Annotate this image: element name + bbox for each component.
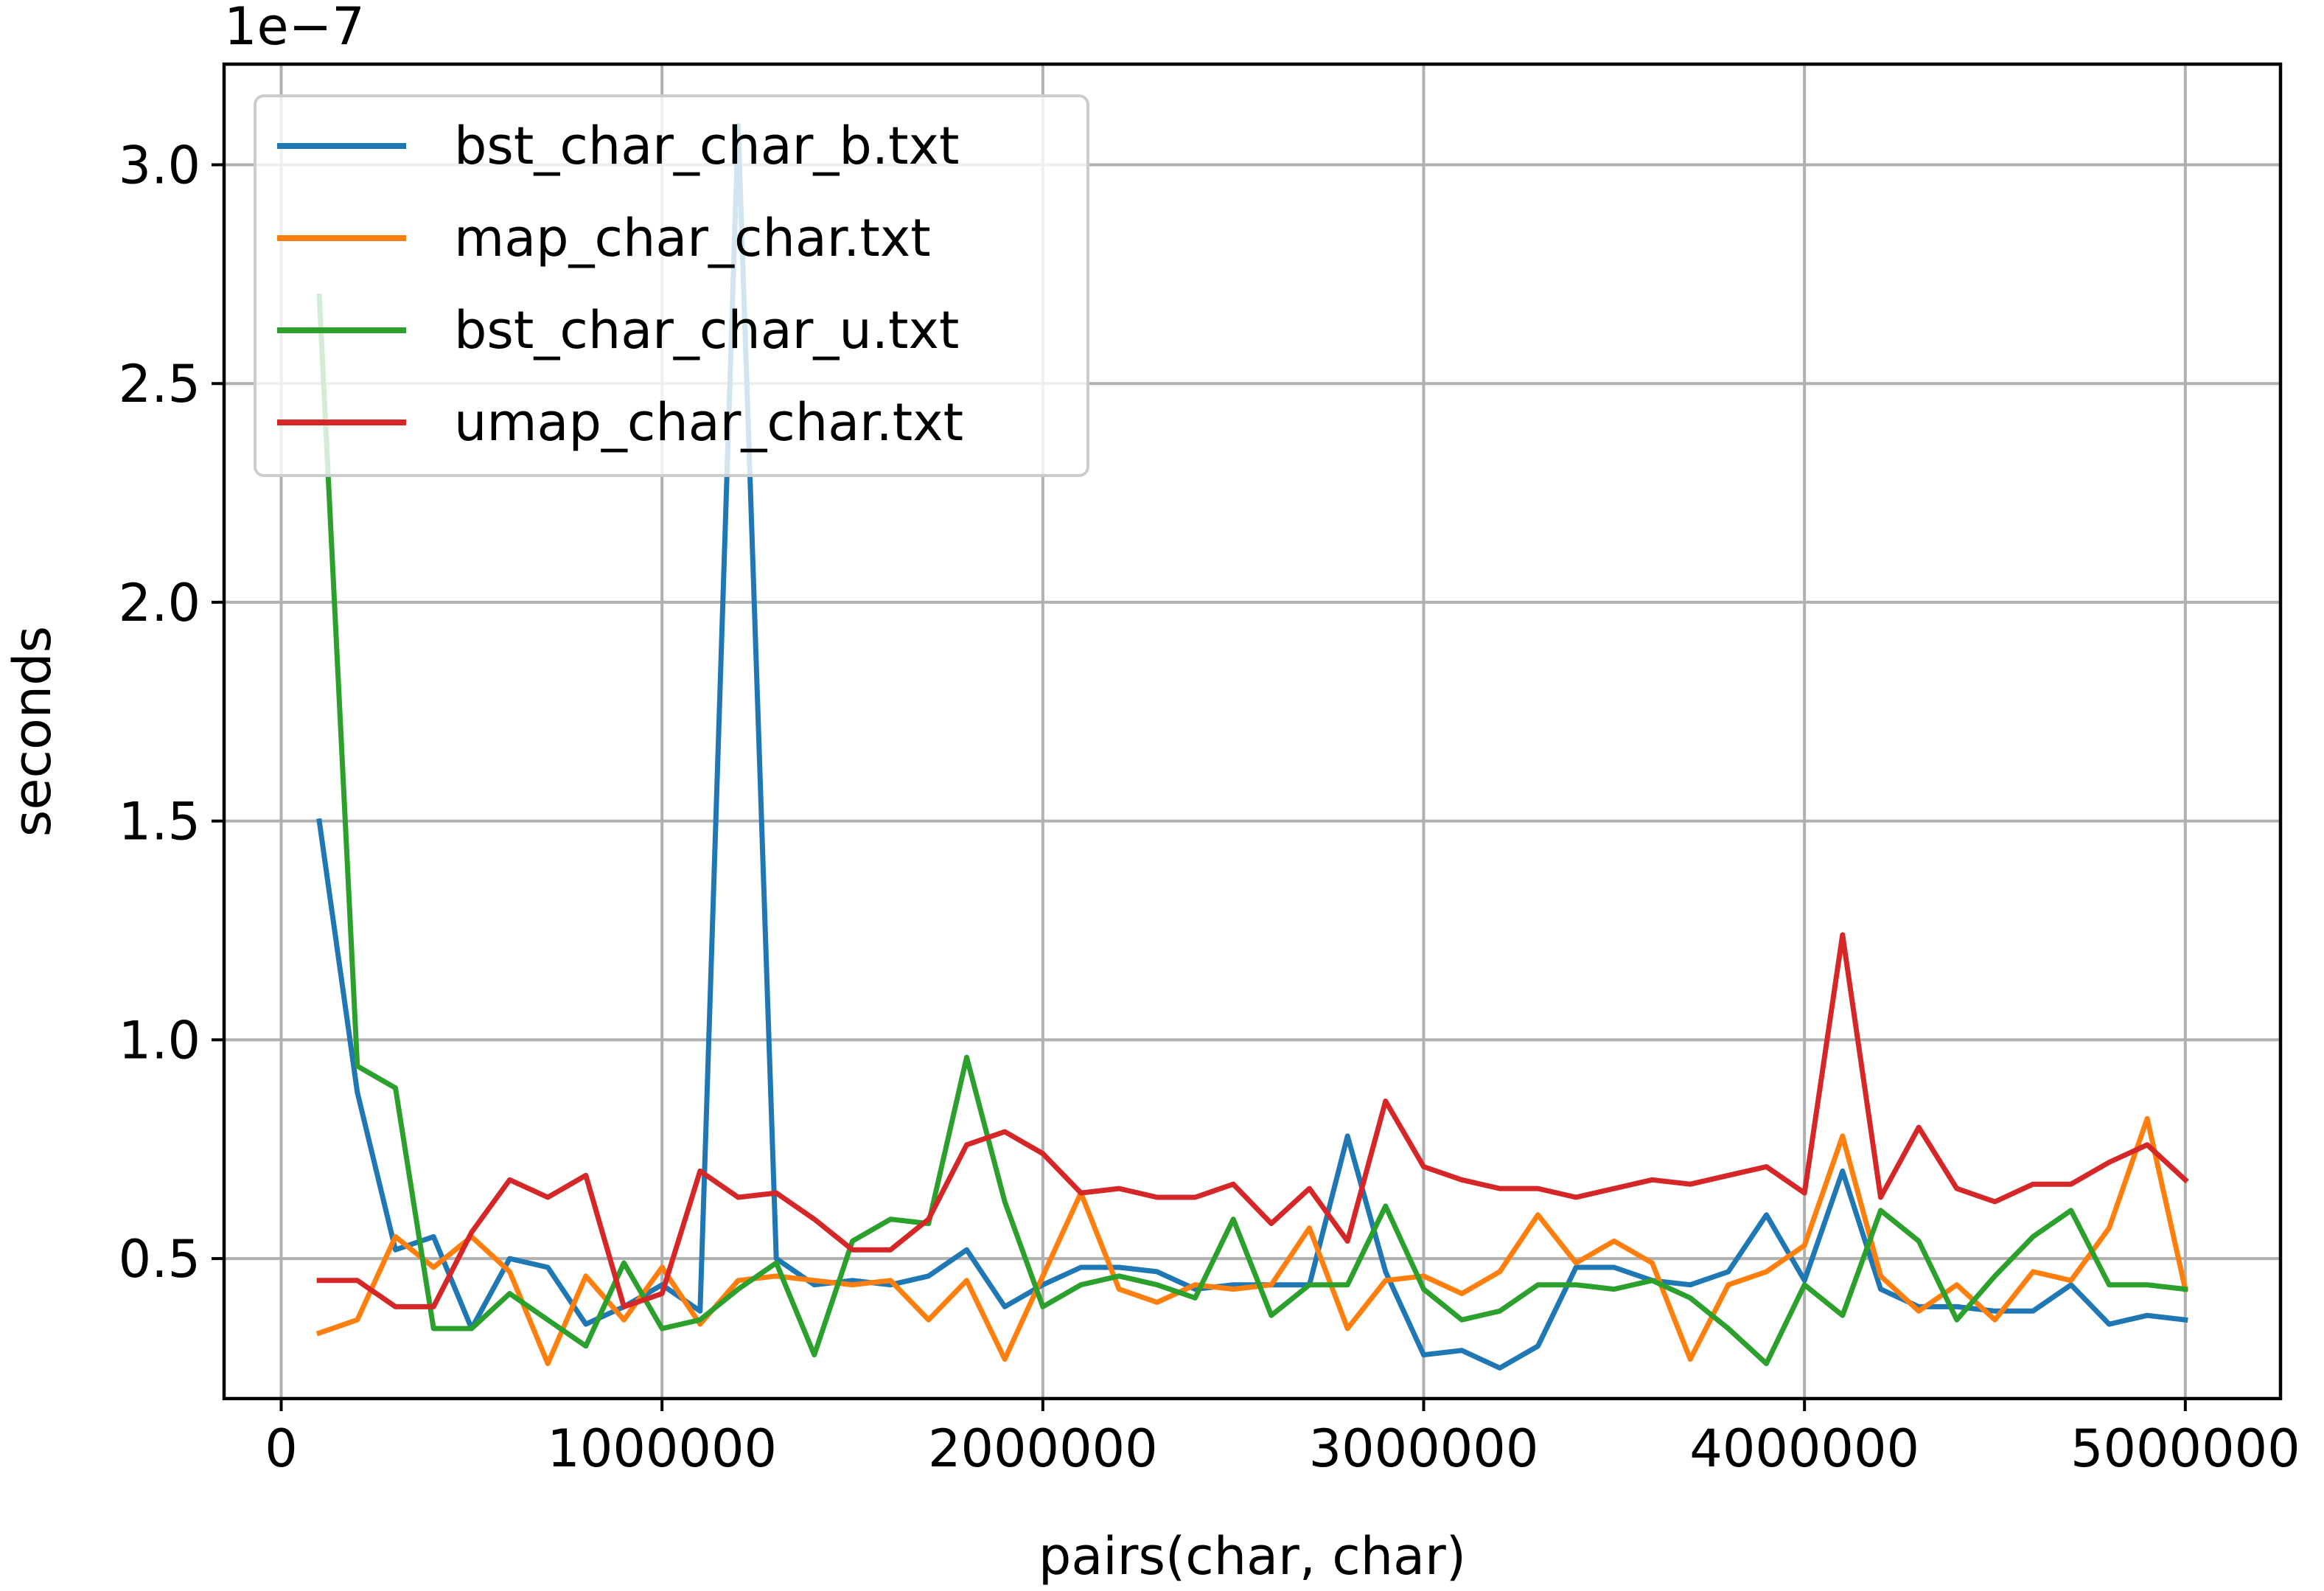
y-tick-label: 1.0 [119,1010,200,1070]
y-tick-label: 2.5 [119,354,200,414]
plot-frame [222,62,2283,1401]
series-lines [315,122,2189,1371]
legend-label: umap_char_char.txt [454,392,963,453]
series-line-bst-char-char-u-txt [316,293,2188,1366]
y-tick-label: 3.0 [119,135,200,195]
y-tick-label: 2.0 [119,573,200,633]
y-offset-label: 1e−7 [224,0,365,57]
legend: bst_char_char_b.txt map_char_char.txt bst_… [254,94,1089,477]
x-tick-label: 1000000 [547,1418,777,1479]
y-tick-label: 0.5 [119,1229,200,1289]
x-tick-label: 4000000 [1689,1418,1919,1479]
legend-box [254,94,1089,477]
y-axis-label: seconds [2,626,63,837]
x-tick-label: 5000000 [2070,1418,2300,1479]
x-tick-label: 2000000 [928,1418,1158,1479]
series-line-umap-char-char-txt [316,932,2189,1309]
legend-label: bst_char_char_u.txt [454,300,959,361]
x-tick-label: 3000000 [1309,1418,1539,1479]
x-axis-label: pairs(char, char) [1039,1526,1466,1587]
legend-label: map_char_char.txt [454,208,931,268]
axis-ticks: 0 1000000 2000000 3000000 4000000 5000000 0.5 1… [119,135,2300,1479]
x-tick-label: 0 [265,1418,298,1479]
y-tick-label: 1.5 [119,792,200,852]
legend-label: bst_char_char_b.txt [454,116,959,176]
series-line-map-char-char-txt [315,1115,2188,1366]
